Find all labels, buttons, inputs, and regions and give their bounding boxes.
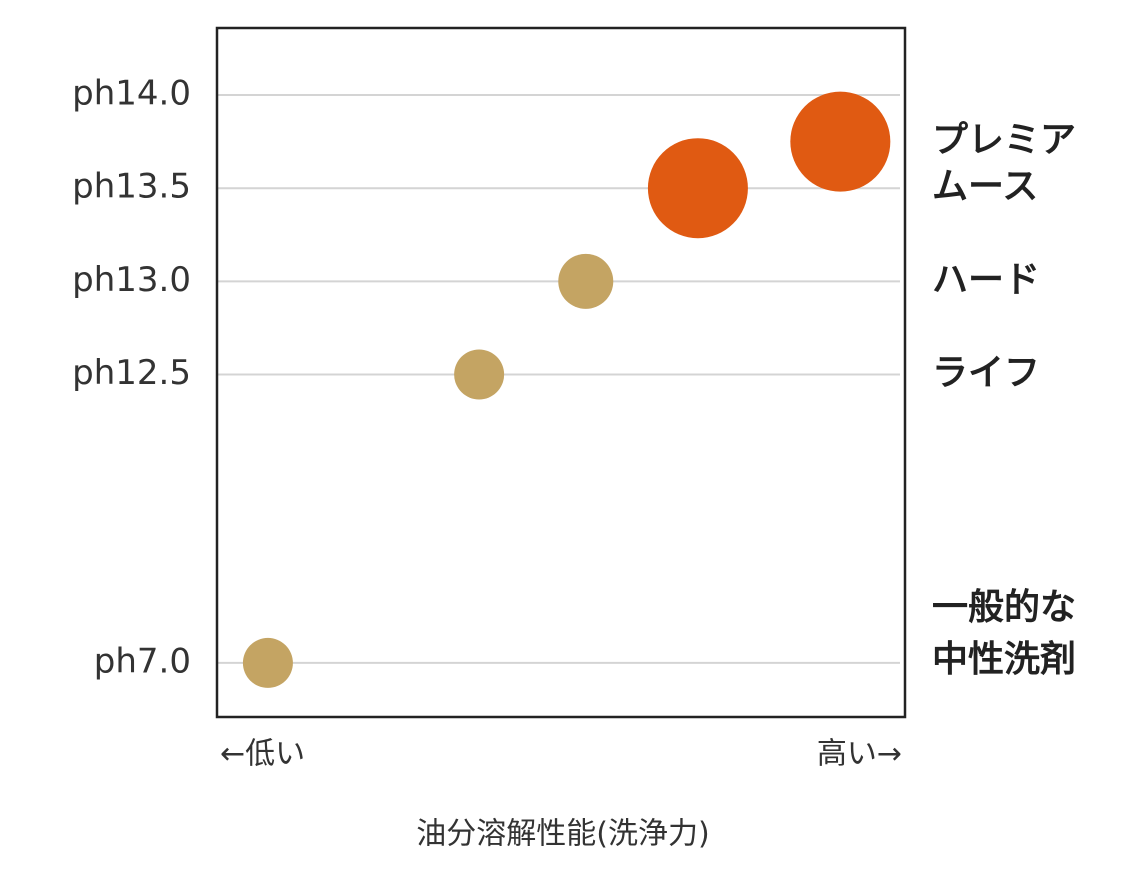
y-tick-label: ph13.0 xyxy=(72,260,191,300)
bubble xyxy=(790,91,891,192)
y-tick-label: ph13.5 xyxy=(72,167,191,207)
x-annotation-low: ←低い xyxy=(220,737,305,772)
y-tick-label: ph14.0 xyxy=(72,74,191,114)
point-label: ハード xyxy=(932,259,1040,300)
x-axis-label: 油分溶解性能(洗浄力) xyxy=(416,817,709,852)
point-label: プレミア xyxy=(932,120,1076,161)
point-label: ムース xyxy=(932,166,1038,207)
point-label: 中性洗剤 xyxy=(932,639,1076,680)
plot-frame xyxy=(215,26,907,719)
bubble xyxy=(242,637,293,688)
x-annotation-high: 高い→ xyxy=(817,737,902,772)
point-label: 一般的な xyxy=(932,587,1076,628)
bubble xyxy=(454,349,505,400)
y-tick-label: ph7.0 xyxy=(94,641,191,681)
point-label: ライフ xyxy=(932,352,1040,393)
bubble xyxy=(558,253,614,309)
bubble xyxy=(647,138,748,239)
y-tick-label: ph12.5 xyxy=(72,353,191,393)
